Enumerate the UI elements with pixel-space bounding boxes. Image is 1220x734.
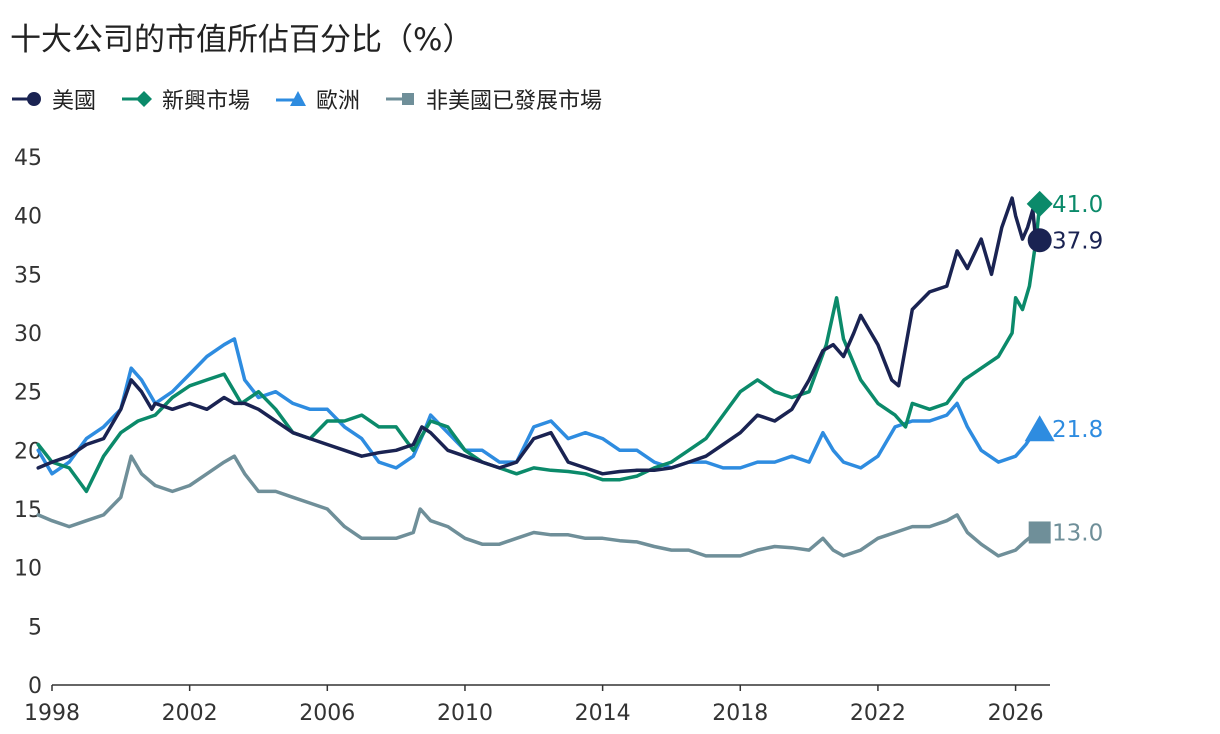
legend-label-eu: 歐洲 <box>316 89 361 114</box>
x-tick-label: 2022 <box>850 701 906 726</box>
y-tick-label: 0 <box>28 674 42 699</box>
legend-label-dm: 非美國已發展市場 <box>426 89 603 114</box>
chart-title: 十大公司的市值所佔百分比（%） <box>10 22 474 58</box>
y-tick-label: 25 <box>14 381 42 406</box>
end-label-us: 37.9 <box>1052 228 1103 254</box>
end-marker-em <box>1026 190 1053 217</box>
x-tick-label: 2026 <box>988 701 1044 726</box>
legend-label-us: 美國 <box>52 89 97 114</box>
y-tick-label: 10 <box>14 557 42 582</box>
series-line-us <box>36 196 1042 476</box>
x-tick-label: 2014 <box>575 701 631 726</box>
x-tick-label: 2006 <box>299 701 355 726</box>
end-marker-eu <box>1024 415 1055 442</box>
legend-marker-diamond-icon <box>122 91 153 107</box>
end-label-eu: 21.8 <box>1052 417 1103 443</box>
series-line-dm <box>36 454 1038 558</box>
legend-item-eu: 歐洲 <box>274 83 360 115</box>
y-tick-label: 45 <box>14 146 42 171</box>
legend-item-dm: 非美國已發展市場 <box>384 83 602 115</box>
x-tick-label: 2018 <box>712 701 768 726</box>
x-tick-label: 2010 <box>437 701 493 726</box>
end-label-dm: 13.0 <box>1052 520 1103 546</box>
legend-label-em: 新興市場 <box>162 89 251 114</box>
legend-marker-square-icon <box>386 93 415 105</box>
legend-marker-triangle-icon <box>276 91 307 106</box>
y-tick-label: 40 <box>14 205 42 230</box>
series-line-em <box>36 202 1042 494</box>
y-tick-label: 5 <box>28 615 42 640</box>
legend: 美國 新興市場 歐洲 非美國已發展市場 <box>10 84 626 114</box>
legend-item-em: 新興市場 <box>120 83 250 115</box>
x-tick-label: 1998 <box>24 701 80 726</box>
end-label-em: 41.0 <box>1052 192 1103 218</box>
legend-marker-circle-icon <box>12 92 41 106</box>
end-marker-us <box>1027 228 1052 253</box>
y-tick-label: 30 <box>14 322 42 347</box>
legend-item-us: 美國 <box>10 83 96 115</box>
y-tick-label: 35 <box>14 263 42 288</box>
end-marker-dm <box>1028 521 1051 544</box>
x-tick-label: 2002 <box>162 701 218 726</box>
series-line-eu <box>36 337 1038 476</box>
y-tick-label: 15 <box>14 498 42 523</box>
